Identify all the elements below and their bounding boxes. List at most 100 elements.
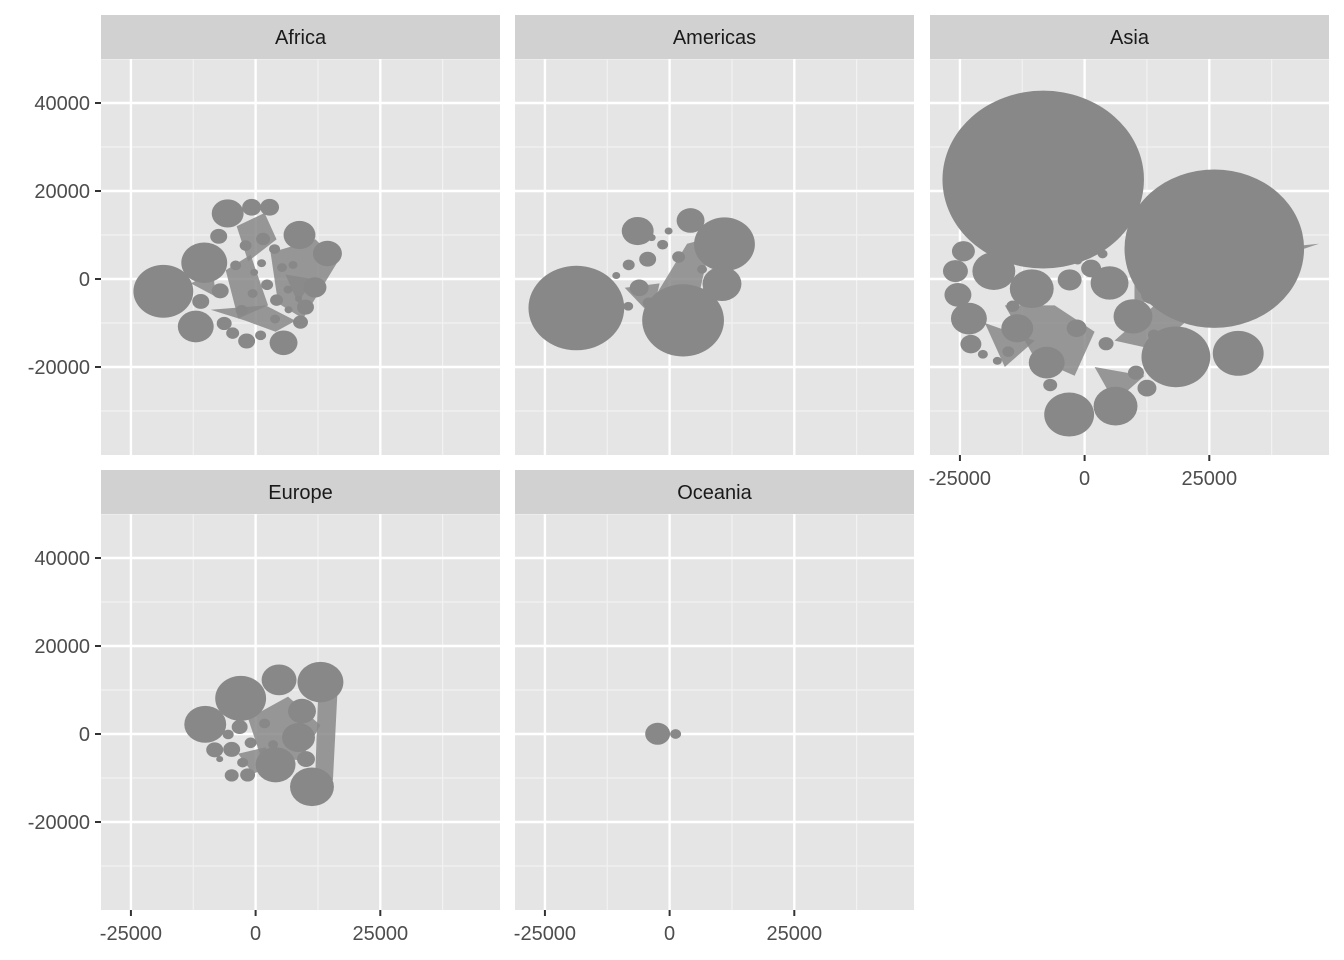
circle-mark — [1128, 365, 1144, 380]
circle-mark — [960, 334, 982, 354]
panel-background — [515, 514, 914, 910]
x-tick-label: 0 — [1079, 468, 1090, 490]
circle-mark — [210, 228, 228, 244]
facet-label: Europe — [268, 482, 333, 504]
circle-mark — [211, 283, 229, 299]
circle-mark — [1124, 169, 1305, 328]
circle-mark — [951, 241, 975, 262]
y-tick-label: 0 — [79, 724, 90, 746]
y-tick-label: 0 — [79, 269, 90, 291]
x-tick-label: 25000 — [1181, 468, 1237, 490]
circle-mark — [1147, 329, 1160, 341]
y-tick-label: 20000 — [34, 181, 90, 203]
circle-mark — [239, 240, 252, 251]
facet-label: Asia — [1110, 27, 1150, 49]
circle-mark — [682, 297, 693, 307]
facet-label: Africa — [275, 27, 327, 49]
circle-mark — [950, 302, 987, 335]
circle-mark — [216, 316, 232, 331]
circle-mark — [247, 289, 258, 298]
polygon-mark — [984, 323, 1035, 367]
circle-mark — [240, 768, 256, 782]
circle-mark — [629, 279, 649, 297]
circle-mark — [654, 292, 664, 301]
circle-mark — [257, 259, 267, 268]
circle-mark — [1212, 330, 1264, 376]
circle-mark — [1002, 346, 1015, 357]
facet-strip — [101, 470, 500, 514]
circle-mark — [288, 698, 316, 724]
facet-label: Americas — [673, 27, 756, 49]
circle-mark — [283, 285, 293, 294]
x-tick-label: -25000 — [100, 923, 162, 945]
circle-mark — [1006, 300, 1020, 312]
circle-mark — [288, 260, 298, 269]
circle-mark — [1057, 269, 1082, 291]
circle-mark — [1093, 386, 1138, 426]
circle-mark — [977, 349, 988, 359]
circle-mark — [269, 330, 298, 356]
circle-mark — [268, 740, 279, 749]
circle-mark — [290, 767, 334, 807]
circle-mark — [260, 198, 280, 216]
facet-strip — [515, 470, 914, 514]
x-tick-label: 0 — [664, 923, 675, 945]
circle-mark — [657, 239, 669, 250]
circle-mark — [702, 286, 712, 294]
circle-mark — [226, 327, 240, 339]
circle-mark — [1137, 379, 1157, 397]
circle-mark — [622, 259, 635, 271]
panel-europe: Europe 40000 20000 0 -20000 -25000 0 25000 — [28, 470, 500, 945]
circle-mark — [1009, 269, 1054, 309]
panel-africa: Africa 40000 20000 0 -20000 — [28, 15, 500, 455]
circle-mark — [297, 661, 344, 703]
facet-strip — [930, 15, 1329, 59]
circle-mark — [215, 675, 267, 721]
polygon-mark — [315, 683, 338, 781]
facet-label: Oceania — [677, 482, 752, 504]
circle-mark — [259, 718, 271, 729]
circle-mark — [702, 266, 742, 301]
y-tick-label: 20000 — [34, 636, 90, 658]
circle-mark — [672, 251, 686, 263]
circle-mark — [645, 722, 671, 745]
y-tick-label: -20000 — [28, 812, 90, 834]
circle-mark — [256, 232, 271, 246]
circle-mark — [223, 741, 241, 757]
panel-oceania: Oceania -25000 0 25000 — [514, 470, 914, 945]
circle-mark — [623, 301, 634, 311]
panel-americas: Americas — [515, 15, 914, 455]
x-tick-label: -25000 — [929, 468, 991, 490]
facet-strip — [515, 15, 914, 59]
circle-mark — [237, 757, 249, 768]
circle-mark — [1044, 392, 1095, 437]
panel-asia: Asia -25000 0 25000 — [929, 15, 1329, 490]
circle-mark — [242, 198, 262, 216]
circle-mark — [277, 263, 288, 272]
circle-mark — [1073, 256, 1083, 265]
circle-mark — [283, 220, 316, 250]
circle-mark — [133, 264, 194, 318]
circle-mark — [261, 279, 274, 290]
y-tick-label: 40000 — [34, 93, 90, 115]
circle-mark — [192, 293, 210, 309]
circle-mark — [1098, 337, 1114, 351]
y-tick-label: -20000 — [28, 357, 90, 379]
x-tick-label: 25000 — [766, 923, 822, 945]
circle-mark — [269, 244, 281, 254]
facet-strip — [101, 15, 500, 59]
circle-mark — [303, 277, 327, 298]
circle-mark — [992, 356, 1002, 365]
circle-mark — [184, 705, 227, 743]
x-tick-label: 25000 — [352, 923, 408, 945]
circle-mark — [255, 330, 267, 341]
circle-mark — [231, 719, 248, 735]
circle-mark — [697, 264, 708, 274]
circle-mark — [944, 282, 972, 307]
circle-mark — [216, 756, 224, 763]
circle-mark — [284, 306, 293, 314]
circle-mark — [670, 729, 682, 739]
circle-mark — [177, 310, 214, 343]
circle-mark — [230, 260, 242, 271]
